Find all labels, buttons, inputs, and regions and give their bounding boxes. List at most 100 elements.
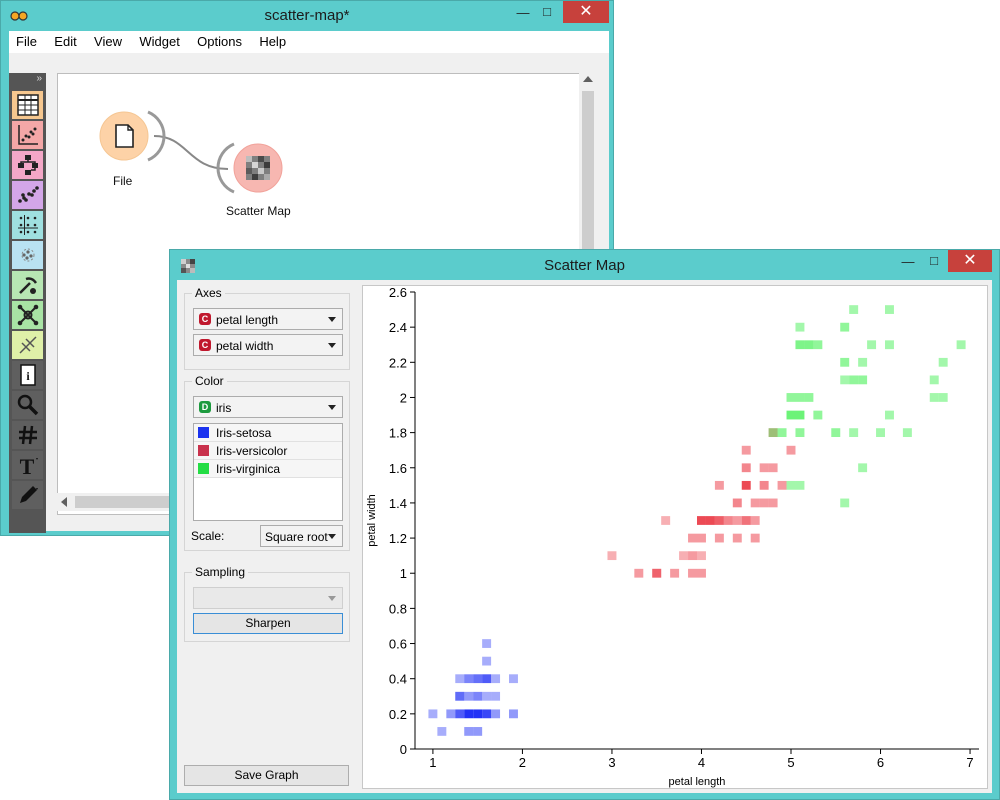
info-icon[interactable]: i (12, 361, 43, 389)
network-icon[interactable] (12, 301, 43, 329)
scatter-plot-icon[interactable] (12, 121, 43, 149)
heatmap-cell (741, 516, 751, 525)
y-tick-label: 0.6 (389, 637, 407, 652)
y-axis-select[interactable]: C petal width (193, 334, 343, 356)
plot-frame: 1 2 3 4 5 6 7 0 0.2 0.4 0.6 0.8 1 1.2 1.4 1.6 1.8 2 2.2 2.4… (362, 285, 988, 789)
menu-file[interactable]: File (16, 34, 37, 49)
heatmap-cell (428, 709, 438, 719)
heatmap-cell (732, 516, 742, 525)
heatmap-cell (795, 410, 805, 420)
sampling-select[interactable] (193, 587, 343, 609)
heatmap-cell (858, 463, 868, 473)
data-table-icon[interactable] (12, 91, 43, 119)
save-graph-button[interactable]: Save Graph (184, 765, 349, 786)
heatmap-cell (750, 533, 760, 543)
y-tick-label: 1.2 (389, 531, 407, 546)
heatmap-cell (885, 305, 894, 314)
heatmap-cell (455, 709, 465, 719)
heatmap-cell (714, 480, 724, 490)
minimize-button[interactable]: — (516, 5, 530, 20)
y-tick-label: 0.8 (389, 601, 407, 616)
heatmap-cell (688, 568, 697, 578)
heatmap-cell (840, 498, 850, 508)
heatmap-cell (786, 393, 796, 402)
heatmap-cell (759, 463, 769, 473)
list-item[interactable]: Iris-setosa (194, 424, 342, 442)
scroll-up-arrow-icon[interactable] (583, 76, 593, 82)
heatmap-cell (840, 357, 850, 367)
axes-group: Axes C petal length C petal width (184, 286, 350, 370)
dialog-title: Scatter Map (544, 257, 625, 274)
orange-app-icon (10, 11, 28, 21)
file-node-label: File (113, 174, 133, 188)
heatmap-cell (437, 727, 447, 736)
menu-options[interactable]: Options (197, 34, 242, 49)
y-tick-label: 1.8 (389, 426, 407, 441)
heatmap-cell (929, 393, 939, 402)
axes-group-title: Axes (192, 286, 225, 300)
menu-widget[interactable]: Widget (139, 34, 180, 49)
heatmap-cell (786, 480, 796, 490)
list-item[interactable]: Iris-virginica (194, 460, 342, 478)
heatmap-cell (741, 463, 751, 473)
heatmap-cell (705, 516, 715, 525)
color-attribute-select[interactable]: D iris (193, 396, 343, 418)
x-axis-select[interactable]: C petal length (193, 308, 343, 330)
heatmap-cell (858, 357, 868, 367)
scatter-map-plot[interactable]: 1 2 3 4 5 6 7 0 0.2 0.4 0.6 0.8 1 1.2 1.4 1.6 1.8 2 2.2 2.4… (363, 285, 987, 788)
text-icon[interactable]: T (12, 451, 43, 479)
class-color-list[interactable]: Iris-setosa Iris-versicolor Iris-virgini… (193, 423, 343, 521)
scatter-map-dialog: Scatter Map — □ ✕ Axes C petal length C … (169, 249, 1000, 800)
dialog-close-button[interactable]: ✕ (948, 250, 992, 272)
menu-view[interactable]: View (94, 34, 122, 49)
heatmap-cell (867, 340, 877, 350)
menu-edit[interactable]: Edit (54, 34, 77, 49)
heatmap-cell (768, 428, 778, 438)
x-tick-label: 3 (608, 755, 615, 770)
hash-icon[interactable] (12, 421, 43, 449)
heatmap-cell (473, 727, 483, 736)
heatmap-cell (885, 340, 894, 350)
maximize-button[interactable]: □ (543, 4, 551, 19)
heatmap-cell (464, 709, 474, 719)
scroll-left-arrow-icon[interactable] (61, 497, 67, 507)
y-tick-label: 1.6 (389, 461, 407, 476)
close-button[interactable]: ✕ (563, 1, 609, 23)
tree-icon[interactable] (12, 151, 43, 179)
list-item[interactable]: Iris-versicolor (194, 442, 342, 460)
sharpen-button[interactable]: Sharpen (193, 613, 343, 634)
heatmap-cell (697, 516, 706, 525)
distributions-icon[interactable] (12, 181, 43, 209)
heatmap-cell (759, 498, 769, 508)
heatmap-cell (473, 709, 483, 719)
dialog-maximize-button[interactable]: □ (930, 253, 938, 268)
class-label: Iris-versicolor (216, 444, 288, 458)
toolbox-expand-button[interactable]: » (36, 73, 42, 84)
heatmap-cell (697, 551, 706, 561)
heatmap-cell (768, 498, 778, 508)
heatmap-cell (652, 568, 662, 578)
heatmap-cell (938, 393, 948, 402)
heatmap-cell (473, 674, 483, 684)
y-axis-value: petal width (216, 339, 274, 353)
dna-icon[interactable] (12, 331, 43, 359)
scatter-grid-icon[interactable] (12, 211, 43, 239)
heatmap-cell (491, 674, 501, 684)
heatmap-cell (732, 498, 742, 508)
dialog-minimize-button[interactable]: — (901, 254, 915, 269)
heatmap-cell (902, 428, 912, 438)
scale-select[interactable]: Square root (260, 525, 343, 547)
heatmap-cell (849, 375, 859, 385)
heatmap-cell (777, 480, 787, 490)
x-axis-label: petal length (669, 776, 726, 788)
magnifier-icon[interactable] (12, 391, 43, 419)
heatmap-cell (679, 551, 689, 561)
pen-icon[interactable] (12, 481, 43, 509)
heatmap-cell (723, 516, 733, 525)
y-tick-label: 2 (400, 390, 407, 405)
knn-icon[interactable] (12, 241, 43, 269)
heatmap-cell (804, 393, 814, 402)
mining-icon[interactable] (12, 271, 43, 299)
menu-help[interactable]: Help (259, 34, 287, 49)
heatmap-cell (741, 480, 751, 490)
